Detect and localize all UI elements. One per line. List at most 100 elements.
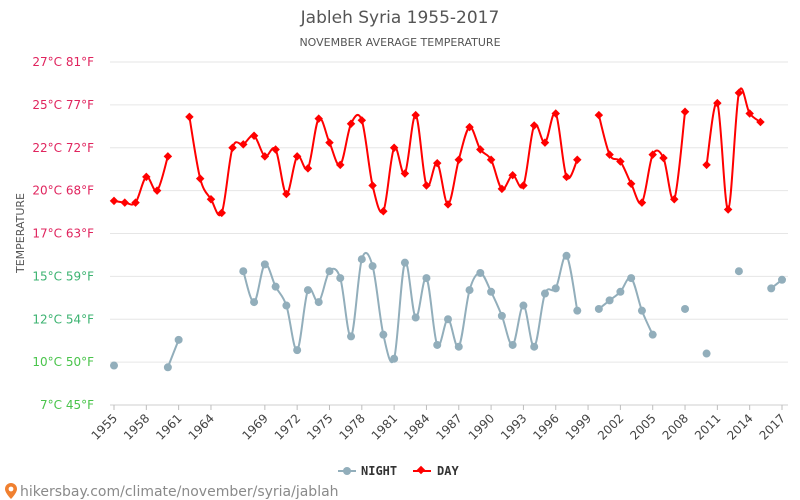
point-day[interactable] bbox=[142, 172, 151, 182]
point-night[interactable] bbox=[637, 306, 646, 315]
point-day[interactable] bbox=[702, 160, 711, 170]
point-night[interactable] bbox=[110, 361, 118, 370]
point-night[interactable] bbox=[325, 267, 334, 276]
point-night[interactable] bbox=[293, 346, 302, 355]
point-night[interactable] bbox=[530, 342, 539, 351]
y-tick-label: 15°C 59°F bbox=[32, 269, 94, 283]
point-night[interactable] bbox=[422, 274, 431, 283]
point-night[interactable] bbox=[573, 306, 582, 315]
point-day[interactable] bbox=[260, 152, 270, 161]
point-day[interactable] bbox=[185, 112, 194, 122]
legend-item-day[interactable]: DAY bbox=[413, 464, 459, 478]
point-night[interactable] bbox=[368, 262, 377, 271]
point-night[interactable] bbox=[174, 335, 183, 344]
point-night[interactable] bbox=[627, 274, 636, 283]
legend-item-night[interactable]: NIGHT bbox=[338, 464, 397, 478]
point-day[interactable] bbox=[626, 179, 636, 189]
point-night[interactable] bbox=[347, 332, 356, 341]
point-day[interactable] bbox=[422, 181, 431, 190]
point-day[interactable] bbox=[573, 155, 582, 164]
point-night[interactable] bbox=[508, 340, 517, 349]
point-day[interactable] bbox=[195, 174, 205, 183]
point-night[interactable] bbox=[540, 289, 549, 298]
point-day[interactable] bbox=[303, 164, 313, 173]
point-night[interactable] bbox=[551, 284, 560, 293]
point-night[interactable] bbox=[163, 363, 172, 372]
point-day[interactable] bbox=[508, 170, 517, 180]
point-day[interactable] bbox=[486, 155, 496, 164]
point-day[interactable] bbox=[336, 160, 345, 170]
point-day[interactable] bbox=[476, 145, 485, 154]
point-day[interactable] bbox=[346, 119, 356, 128]
point-day[interactable] bbox=[120, 198, 130, 207]
point-day[interactable] bbox=[637, 198, 647, 207]
point-night[interactable] bbox=[465, 286, 474, 295]
point-day[interactable] bbox=[282, 189, 291, 199]
point-day[interactable] bbox=[659, 153, 668, 163]
point-day[interactable] bbox=[400, 169, 410, 178]
point-day[interactable] bbox=[454, 155, 464, 164]
point-night[interactable] bbox=[239, 267, 248, 276]
point-day[interactable] bbox=[680, 107, 690, 116]
point-night[interactable] bbox=[648, 330, 657, 339]
point-day[interactable] bbox=[217, 208, 226, 218]
footer-link[interactable]: hikersbay.com/climate/november/syria/jab… bbox=[5, 483, 339, 500]
point-night[interactable] bbox=[702, 349, 711, 358]
x-tick-label: 2017 bbox=[757, 411, 788, 442]
point-day[interactable] bbox=[239, 140, 248, 149]
y-tick-label: 22°C 72°F bbox=[32, 141, 94, 155]
point-day[interactable] bbox=[432, 158, 442, 168]
point-day[interactable] bbox=[389, 143, 399, 152]
point-night[interactable] bbox=[271, 282, 280, 291]
point-day[interactable] bbox=[519, 181, 528, 190]
point-day[interactable] bbox=[562, 172, 571, 182]
point-night[interactable] bbox=[594, 304, 603, 313]
point-night[interactable] bbox=[314, 298, 323, 307]
point-day[interactable] bbox=[152, 186, 162, 195]
point-day[interactable] bbox=[368, 181, 377, 190]
point-day[interactable] bbox=[228, 143, 237, 152]
point-night[interactable] bbox=[411, 313, 420, 322]
point-night[interactable] bbox=[778, 275, 786, 284]
point-night[interactable] bbox=[767, 284, 776, 293]
point-day[interactable] bbox=[206, 194, 216, 204]
point-night[interactable] bbox=[476, 268, 485, 277]
point-day[interactable] bbox=[292, 152, 302, 161]
point-night[interactable] bbox=[282, 301, 291, 310]
point-day[interactable] bbox=[443, 200, 453, 209]
point-night[interactable] bbox=[357, 255, 366, 264]
point-day[interactable] bbox=[723, 205, 733, 214]
point-day[interactable] bbox=[411, 110, 420, 120]
point-night[interactable] bbox=[562, 251, 571, 260]
point-day[interactable] bbox=[497, 184, 507, 194]
point-day[interactable] bbox=[529, 121, 539, 130]
point-night[interactable] bbox=[519, 301, 528, 310]
point-night[interactable] bbox=[616, 287, 625, 296]
point-night[interactable] bbox=[444, 315, 452, 324]
point-night[interactable] bbox=[260, 260, 269, 269]
point-night[interactable] bbox=[433, 340, 442, 349]
point-day[interactable] bbox=[131, 198, 140, 207]
point-day[interactable] bbox=[109, 196, 119, 206]
point-night[interactable] bbox=[400, 258, 409, 267]
point-night[interactable] bbox=[605, 296, 614, 305]
point-night[interactable] bbox=[454, 342, 463, 351]
point-day[interactable] bbox=[249, 131, 259, 140]
point-day[interactable] bbox=[357, 116, 367, 125]
point-night[interactable] bbox=[734, 267, 743, 276]
point-day[interactable] bbox=[325, 138, 334, 147]
point-day[interactable] bbox=[379, 206, 388, 216]
point-night[interactable] bbox=[379, 330, 388, 339]
point-day[interactable] bbox=[594, 110, 604, 120]
point-night[interactable] bbox=[681, 304, 690, 313]
point-night[interactable] bbox=[336, 274, 345, 283]
point-night[interactable] bbox=[250, 298, 259, 307]
point-night[interactable] bbox=[497, 311, 506, 320]
point-night[interactable] bbox=[303, 286, 312, 295]
point-day[interactable] bbox=[163, 152, 173, 161]
point-night[interactable] bbox=[487, 287, 496, 296]
point-day[interactable] bbox=[465, 122, 474, 132]
point-day[interactable] bbox=[314, 114, 323, 123]
point-night[interactable] bbox=[390, 354, 399, 363]
point-day[interactable] bbox=[271, 145, 280, 154]
